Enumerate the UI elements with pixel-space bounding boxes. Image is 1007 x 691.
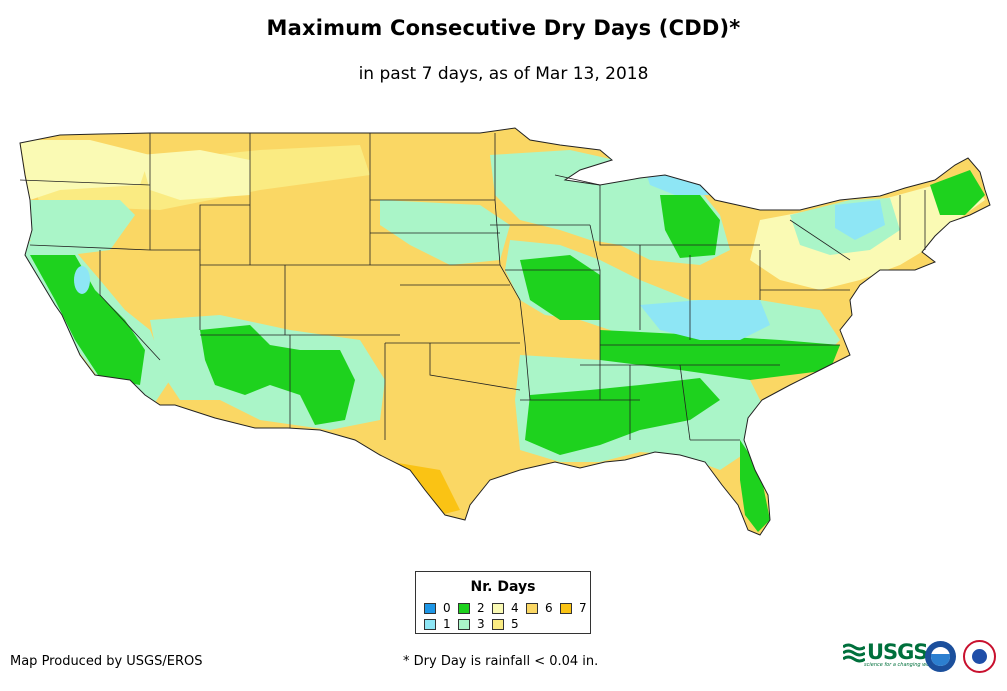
map-credit: Map Produced by USGS/EROS: [10, 654, 203, 669]
nws-logo-center: [972, 649, 987, 664]
usgs-logo-text: USGS: [867, 640, 929, 664]
region-3-days-oregon: [25, 200, 135, 255]
region-1-day-adirondacks: [835, 200, 885, 240]
legend-item-6: 6: [526, 601, 553, 615]
legend-swatch-4: [492, 602, 504, 614]
legend-title: Nr. Days: [470, 579, 536, 595]
usgs-logo: USGS: [843, 640, 929, 664]
legend-swatch-2: [458, 602, 470, 614]
region-2-days-maine: [930, 170, 985, 215]
legend-label-7: 7: [579, 601, 587, 615]
map-legend: Nr. Days 0 1 2 3 4 5 6 7: [415, 571, 591, 634]
usgs-wave-icon: [843, 643, 865, 663]
legend-swatch-6: [526, 602, 538, 614]
dry-day-footnote: * Dry Day is rainfall < 0.04 in.: [403, 654, 599, 669]
legend-item-1: 1: [424, 617, 451, 631]
state-boundaries: [19, 133, 926, 441]
region-2-days-michigan: [660, 195, 720, 258]
legend-item-0: 0: [424, 601, 451, 615]
region-2-days-california: [30, 255, 145, 385]
legend-label-3: 3: [477, 617, 485, 631]
region-1-day-kentucky: [640, 300, 770, 340]
legend-item-4: 4: [492, 601, 519, 615]
region-2-days-arizona-nm: [200, 325, 355, 425]
legend-swatch-0: [424, 602, 436, 614]
legend-label-0: 0: [443, 601, 451, 615]
region-3-days-nebraska: [380, 200, 510, 265]
legend-label-6: 6: [545, 601, 553, 615]
legend-item-7: 7: [560, 601, 587, 615]
region-2-days-deep-south: [525, 378, 720, 455]
legend-label-4: 4: [511, 601, 519, 615]
legend-swatch-1: [424, 618, 436, 630]
legend-label-5: 5: [511, 617, 519, 631]
map-subtitle: in past 7 days, as of Mar 13, 2018: [358, 64, 649, 84]
region-2-days-iowa-missouri: [520, 255, 600, 320]
legend-label-2: 2: [477, 601, 485, 615]
legend-swatch-3: [458, 618, 470, 630]
legend-swatch-7: [560, 602, 572, 614]
legend-swatch-5: [492, 618, 504, 630]
region-4-days-pnw: [20, 140, 150, 200]
legend-label-1: 1: [443, 617, 451, 631]
region-1-day-sierra: [74, 266, 90, 294]
region-2-days-florida: [740, 440, 770, 532]
region-4-days-idaho: [140, 150, 250, 200]
map-title: Maximum Consecutive Dry Days (CDD)*: [266, 16, 741, 40]
legend-item-5: 5: [492, 617, 519, 631]
nws-logo-icon: [963, 640, 996, 673]
noaa-logo-wave: [931, 654, 950, 666]
legend-item-3: 3: [458, 617, 485, 631]
legend-item-2: 2: [458, 601, 485, 615]
usgs-tagline: science for a changing world: [864, 662, 936, 668]
region-1-day-upper-michigan: [645, 170, 710, 195]
noaa-logo-icon: [925, 641, 956, 672]
